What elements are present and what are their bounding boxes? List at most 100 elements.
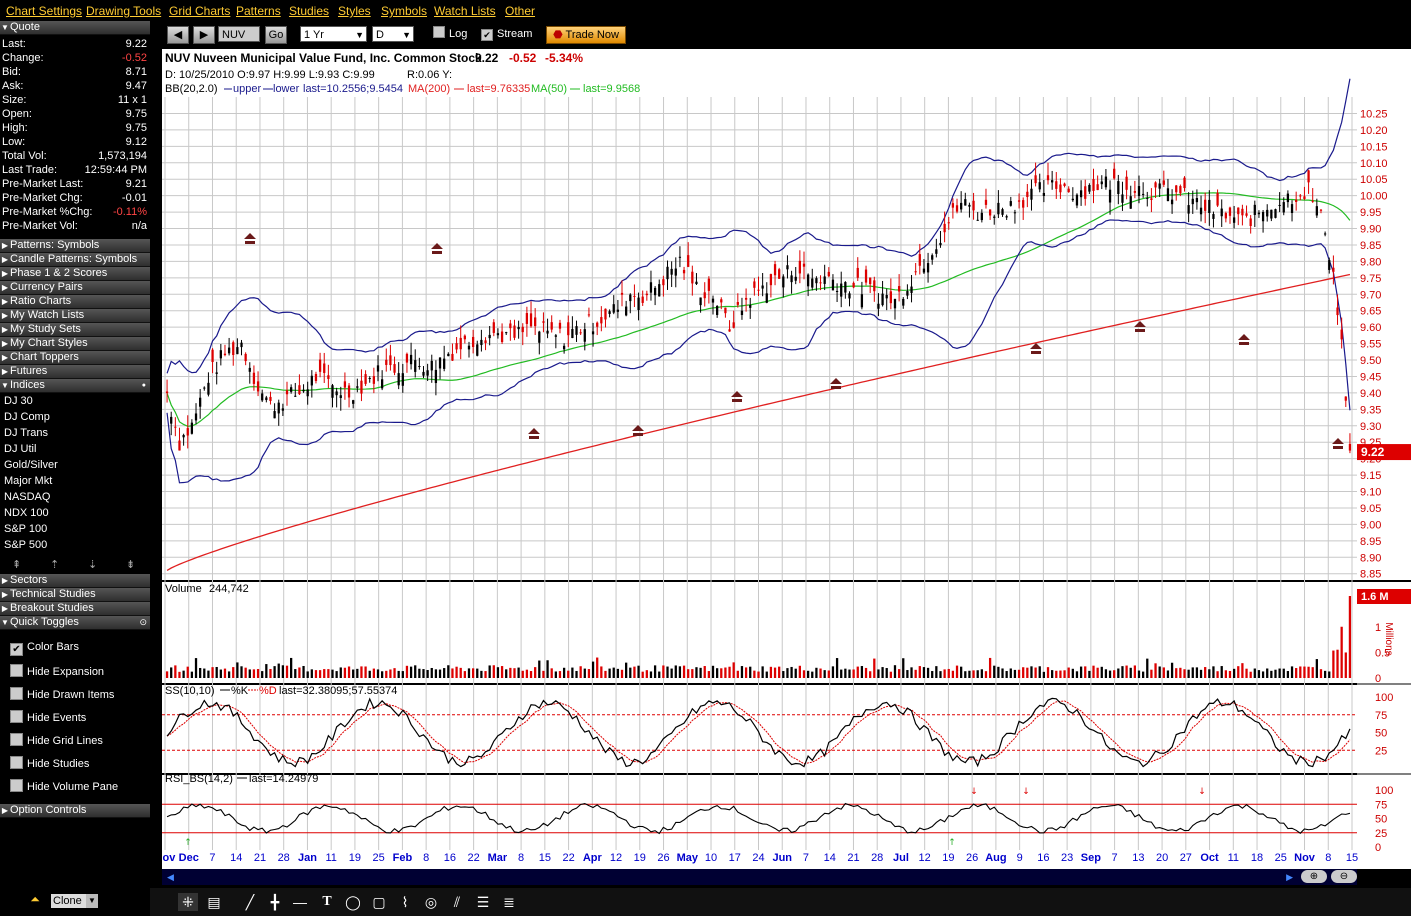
scroll-right-icon[interactable]: ▶	[1286, 872, 1293, 882]
stock-chart[interactable]: 10.25 10.20 10.15 10.10 10.05 10.00 9.95 9.90 9.…	[162, 49, 1411, 869]
section-phase-1-2-scores[interactable]: ▶ Phase 1 & 2 Scores	[0, 267, 150, 281]
event-marker-icon[interactable]	[1134, 321, 1146, 332]
section-chart-toppers[interactable]: ▶ Chart Toppers	[0, 351, 150, 365]
event-marker-icon[interactable]	[1030, 343, 1042, 354]
fan-tool-icon[interactable]: ◎	[424, 894, 438, 910]
menu-watch-lists[interactable]: Watch Lists	[434, 4, 496, 18]
zoom-in-icon[interactable]: ⊕	[1301, 870, 1327, 883]
trade-now-button[interactable]: ⬣ Trade Now	[546, 26, 626, 44]
go-button[interactable]: Go	[265, 26, 287, 44]
crosshair-tool-icon[interactable]: ╋	[270, 894, 280, 910]
toggle-hide-drawn-items[interactable]: Hide Drawn Items	[10, 687, 114, 701]
fibonacci-tool-icon[interactable]: ☰	[476, 894, 490, 910]
checkbox[interactable]	[10, 756, 23, 769]
event-marker-icon[interactable]	[528, 428, 540, 439]
chart-scrollbar[interactable]: ◀ ▶ ⊕ ⊖	[162, 869, 1357, 885]
list-tool-icon[interactable]: ≣	[503, 894, 515, 910]
section-my-watch-lists[interactable]: ▶ My Watch Lists	[0, 309, 150, 323]
section-quote[interactable]: ▼Quote	[0, 21, 150, 35]
index-item-ndx-100[interactable]: NDX 100	[4, 507, 49, 519]
quote-row: High: 9.75	[0, 121, 150, 135]
zoom-out-icon[interactable]: ⊖	[1331, 870, 1357, 883]
section-sectors[interactable]: ▶ Sectors	[0, 574, 150, 588]
scroll-left-icon[interactable]: ◀	[167, 872, 174, 882]
back-button[interactable]: ◀	[167, 26, 189, 44]
settings-icon[interactable]: ⊙	[139, 617, 147, 627]
chevron-down-icon[interactable]: ▼	[86, 894, 98, 908]
checkbox[interactable]	[10, 687, 23, 700]
ellipse-tool-icon[interactable]: ◯	[345, 894, 361, 910]
checkbox[interactable]	[10, 710, 23, 723]
checkbox[interactable]	[10, 664, 23, 677]
toggle-hide-volume-pane[interactable]: Hide Volume Pane	[10, 779, 118, 793]
index-item-gold-silver[interactable]: Gold/Silver	[4, 459, 58, 471]
event-marker-icon[interactable]	[1238, 334, 1250, 345]
lasso-tool-icon[interactable]: ⌇	[401, 894, 409, 910]
clone-select[interactable]: Clone	[51, 894, 87, 908]
event-marker-icon[interactable]	[431, 243, 443, 254]
section-technical-studies[interactable]: ▶ Technical Studies	[0, 588, 150, 602]
index-item-major-mkt[interactable]: Major Mkt	[4, 475, 53, 487]
menu-symbols[interactable]: Symbols	[381, 4, 428, 18]
event-marker-icon[interactable]	[244, 233, 256, 244]
toggle-hide-grid-lines[interactable]: Hide Grid Lines	[10, 733, 103, 747]
move-bottom-icon[interactable]: ⇟	[126, 559, 136, 571]
interval-select[interactable]: D ▼	[372, 26, 414, 42]
index-item-dj-trans[interactable]: DJ Trans	[4, 427, 49, 439]
menu-grid-charts[interactable]: Grid Charts	[169, 4, 231, 18]
menu-studies[interactable]: Studies	[289, 4, 330, 18]
event-marker-icon[interactable]	[632, 425, 644, 436]
section-my-study-sets[interactable]: ▶ My Study Sets	[0, 323, 150, 337]
move-top-icon[interactable]: ⇞	[12, 559, 22, 571]
rectangle-tool-icon[interactable]: ▢	[372, 894, 386, 910]
checkbox[interactable]	[10, 779, 23, 792]
cursor-tool-icon[interactable]: ⁜	[178, 893, 198, 911]
layout-tool-icon[interactable]: ▤	[207, 894, 221, 910]
menu-patterns[interactable]: Patterns	[236, 4, 281, 18]
event-marker-icon[interactable]	[1332, 438, 1344, 449]
index-item-dj-util[interactable]: DJ Util	[4, 443, 37, 455]
menu-other[interactable]: Other	[505, 4, 536, 18]
pen-tool-icon[interactable]: ╱	[245, 894, 255, 910]
event-marker-icon[interactable]	[830, 378, 842, 389]
toggle-color-bars[interactable]: ✔ Color Bars	[10, 641, 79, 656]
channel-tool-icon[interactable]: ⫽	[453, 894, 461, 910]
checkbox[interactable]: ✔	[10, 643, 23, 656]
symbol-input[interactable]: NUV	[218, 26, 260, 42]
section-currency-pairs[interactable]: ▶ Currency Pairs	[0, 281, 150, 295]
log-toggle[interactable]: Log	[433, 26, 493, 42]
section-patterns-symbols[interactable]: ▶ Patterns: Symbols	[0, 239, 150, 253]
range-select[interactable]: 1 Yr ▼	[300, 26, 367, 42]
index-item-s-p-100[interactable]: S&P 100	[4, 523, 48, 535]
menu-drawing-tools[interactable]: Drawing Tools	[86, 4, 162, 18]
checkbox[interactable]	[10, 733, 23, 746]
collapse-icon[interactable]: ⏶	[30, 892, 40, 906]
log-checkbox[interactable]	[433, 26, 445, 38]
text-tool-icon[interactable]: T	[322, 894, 332, 909]
volume-bar	[1005, 671, 1008, 678]
section-option-controls[interactable]: ▶ Option Controls	[0, 804, 150, 818]
section-breakout-studies[interactable]: ▶ Breakout Studies	[0, 602, 150, 616]
move-up-icon[interactable]: ⇡	[50, 559, 60, 571]
horizontal-line-icon[interactable]: —	[293, 894, 307, 910]
toggle-hide-studies[interactable]: Hide Studies	[10, 756, 89, 770]
index-item-s-p-500[interactable]: S&P 500	[4, 539, 48, 551]
section-indices[interactable]: ▼Indices ●	[0, 379, 150, 393]
index-item-dj-30[interactable]: DJ 30	[4, 395, 33, 407]
section-candle-patterns-symbols[interactable]: ▶ Candle Patterns: Symbols	[0, 253, 150, 267]
stream-toggle[interactable]: ✔ Stream	[481, 26, 551, 42]
section-ratio-charts[interactable]: ▶ Ratio Charts	[0, 295, 150, 309]
toggle-hide-events[interactable]: Hide Events	[10, 710, 86, 724]
menu-styles[interactable]: Styles	[338, 4, 371, 18]
forward-button[interactable]: ▶	[193, 26, 215, 44]
toggle-hide-expansion[interactable]: Hide Expansion	[10, 664, 104, 678]
section-futures[interactable]: ▶ Futures	[0, 365, 150, 379]
event-marker-icon[interactable]	[731, 391, 743, 402]
index-item-dj-comp[interactable]: DJ Comp	[4, 411, 50, 423]
index-item-nasdaq[interactable]: NASDAQ	[4, 491, 51, 503]
menu-chart-settings[interactable]: Chart Settings	[6, 4, 83, 18]
move-down-icon[interactable]: ⇣	[88, 559, 98, 571]
section-my-chart-styles[interactable]: ▶ My Chart Styles	[0, 337, 150, 351]
section-quick-toggles[interactable]: ▼Quick Toggles ⊙	[0, 616, 150, 630]
stream-checkbox[interactable]: ✔	[481, 29, 493, 41]
